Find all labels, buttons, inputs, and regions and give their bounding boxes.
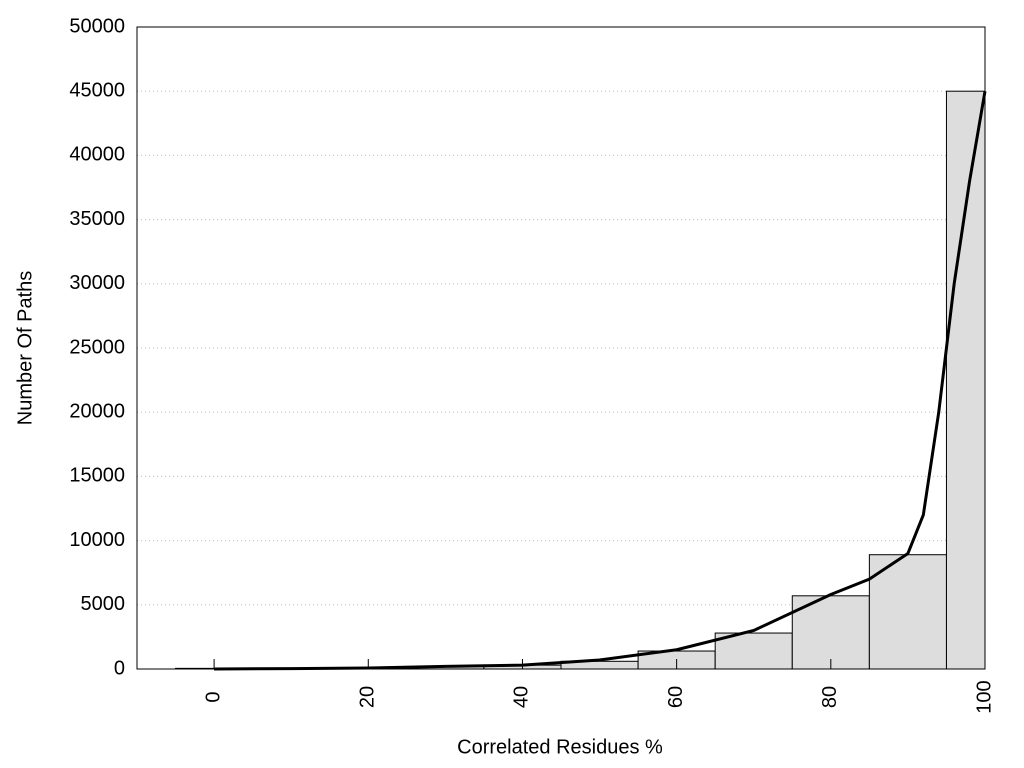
- x-tick-label: 0: [202, 691, 224, 702]
- x-tick-label: 40: [511, 686, 533, 708]
- y-tick-label: 45000: [69, 79, 125, 101]
- y-tick-label: 50000: [69, 15, 125, 37]
- y-tick-label: 0: [114, 657, 125, 679]
- plot-frame: [136, 26, 986, 670]
- curve: [214, 90, 987, 671]
- y-tick-label: 20000: [69, 400, 125, 422]
- y-tick-label: 10000: [69, 529, 125, 551]
- x-tick-label: 100: [973, 680, 995, 713]
- y-axis-label: Number Of Paths: [14, 271, 36, 426]
- y-tick-label: 30000: [69, 272, 125, 294]
- y-tick-label: 35000: [69, 208, 125, 230]
- y-tick-label: 40000: [69, 144, 125, 166]
- x-tick-label: 80: [819, 686, 841, 708]
- y-tick-label: 15000: [69, 465, 125, 487]
- bar: [945, 90, 986, 670]
- y-tick-label: 5000: [81, 593, 126, 615]
- x-tick-label: 20: [357, 686, 379, 708]
- x-axis-label: Correlated Residues %: [457, 736, 663, 758]
- y-tick-label: 25000: [69, 336, 125, 358]
- x-tick-label: 60: [665, 686, 687, 708]
